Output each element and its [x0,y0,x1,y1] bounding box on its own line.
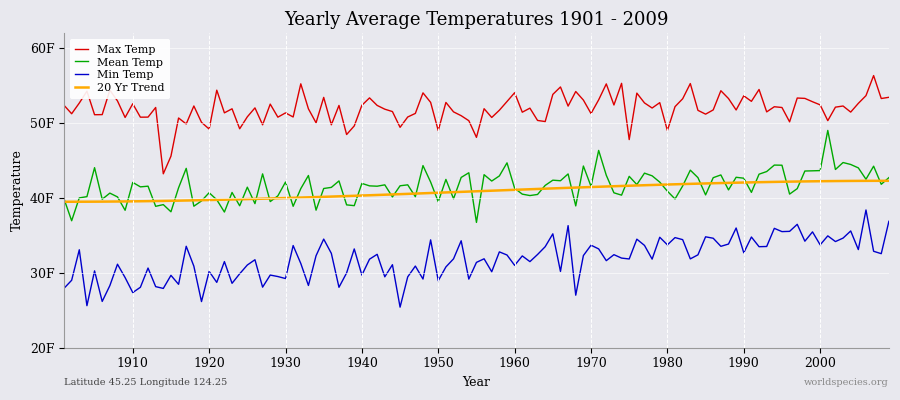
Max Temp [120,115,130,120]
Min Temp [120,275,130,280]
Title: Yearly Average Temperatures 1901 - 2009: Yearly Average Temperatures 1901 - 2009 [284,11,669,29]
Min Temp [395,305,406,310]
20 Yr Trend [120,199,130,204]
20 Yr Trend [501,188,512,192]
Max Temp [509,90,520,95]
Min Temp [860,208,871,212]
20 Yr Trend [509,188,520,192]
Mean Temp [823,128,833,133]
Mean Temp [517,192,527,196]
20 Yr Trend [601,184,612,189]
Max Temp [158,171,168,176]
Mean Temp [120,208,130,213]
Max Temp [341,132,352,137]
Mean Temp [884,175,895,180]
Max Temp [608,102,619,107]
Y-axis label: Temperature: Temperature [11,150,24,232]
Min Temp [288,243,299,248]
Text: worldspecies.org: worldspecies.org [804,378,889,387]
20 Yr Trend [58,199,69,204]
Line: Mean Temp: Mean Temp [64,130,889,222]
20 Yr Trend [334,194,345,199]
Mean Temp [288,204,299,209]
Mean Temp [58,196,69,201]
Max Temp [295,82,306,86]
Min Temp [509,263,520,268]
Mean Temp [334,178,345,183]
Max Temp [58,103,69,108]
Min Temp [884,219,895,224]
20 Yr Trend [288,195,299,200]
Max Temp [517,110,527,115]
Legend: Max Temp, Mean Temp, Min Temp, 20 Yr Trend: Max Temp, Mean Temp, Min Temp, 20 Yr Tre… [69,39,170,99]
Max Temp [868,73,879,78]
Text: Latitude 45.25 Longitude 124.25: Latitude 45.25 Longitude 124.25 [64,378,228,387]
20 Yr Trend [884,178,895,183]
Min Temp [58,286,69,291]
Min Temp [334,285,345,290]
Mean Temp [471,220,482,225]
Mean Temp [509,186,520,191]
Line: Max Temp: Max Temp [64,76,889,174]
Min Temp [608,252,619,257]
X-axis label: Year: Year [463,376,491,389]
Mean Temp [608,190,619,195]
Min Temp [517,254,527,258]
Line: Min Temp: Min Temp [64,210,889,307]
Max Temp [884,95,895,100]
Line: 20 Yr Trend: 20 Yr Trend [64,181,889,202]
